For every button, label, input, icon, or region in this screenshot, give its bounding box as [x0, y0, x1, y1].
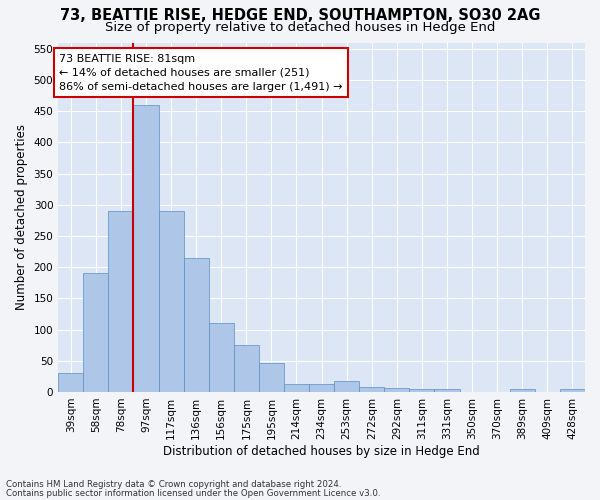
Bar: [560, 390, 585, 392]
Bar: [510, 389, 535, 392]
X-axis label: Distribution of detached houses by size in Hedge End: Distribution of detached houses by size …: [163, 444, 480, 458]
Bar: [133, 105, 158, 392]
Bar: [109, 211, 133, 392]
Bar: [359, 387, 385, 392]
Text: 73 BEATTIE RISE: 81sqm
← 14% of detached houses are smaller (251)
86% of semi-de: 73 BEATTIE RISE: 81sqm ← 14% of detached…: [59, 54, 343, 92]
Bar: [284, 384, 309, 392]
Text: 73, BEATTIE RISE, HEDGE END, SOUTHAMPTON, SO30 2AG: 73, BEATTIE RISE, HEDGE END, SOUTHAMPTON…: [60, 8, 540, 22]
Text: Contains public sector information licensed under the Open Government Licence v3: Contains public sector information licen…: [6, 488, 380, 498]
Text: Contains HM Land Registry data © Crown copyright and database right 2024.: Contains HM Land Registry data © Crown c…: [6, 480, 341, 489]
Bar: [158, 211, 184, 392]
Bar: [334, 380, 359, 392]
Bar: [83, 274, 109, 392]
Bar: [309, 384, 334, 392]
Bar: [434, 390, 460, 392]
Bar: [184, 258, 209, 392]
Bar: [58, 373, 83, 392]
Text: Size of property relative to detached houses in Hedge End: Size of property relative to detached ho…: [105, 21, 495, 34]
Bar: [234, 345, 259, 392]
Bar: [209, 324, 234, 392]
Bar: [409, 389, 434, 392]
Y-axis label: Number of detached properties: Number of detached properties: [15, 124, 28, 310]
Bar: [259, 362, 284, 392]
Bar: [385, 388, 409, 392]
